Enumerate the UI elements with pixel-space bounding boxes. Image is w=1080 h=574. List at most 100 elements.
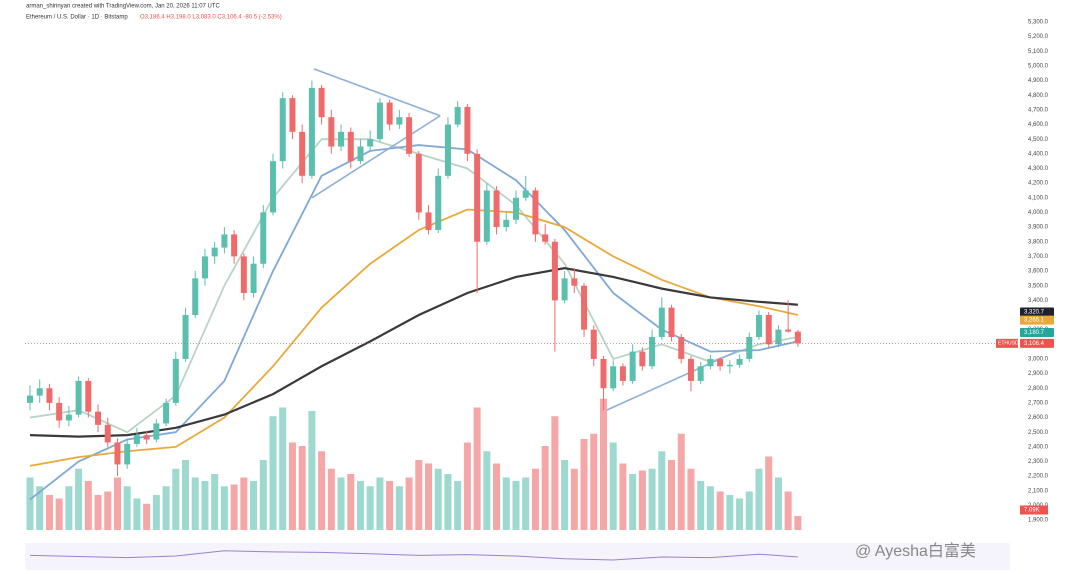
candle-body <box>717 358 724 367</box>
volume-bar <box>395 486 403 530</box>
candle-body <box>114 442 121 465</box>
candle-body <box>192 278 199 315</box>
y-tick-label: 2,100.0 <box>1028 488 1049 494</box>
y-tick-label: 3,800.0 <box>1028 239 1049 245</box>
volume-bar <box>755 468 763 530</box>
volume-bar <box>619 463 627 530</box>
ohlc-line: O3,186.4 H3,198.0 L3,083.0 C3,106.4 -80.… <box>140 15 282 21</box>
volume-bar <box>531 468 539 530</box>
y-tick-label: 4,800.0 <box>1028 93 1049 99</box>
candle-body <box>756 314 762 337</box>
candle-body <box>104 424 111 443</box>
candle-body <box>46 388 53 403</box>
candle-body <box>687 358 694 381</box>
candle-body <box>503 219 510 228</box>
candle-body <box>231 234 238 257</box>
y-tick-label: 5,000.0 <box>1028 64 1049 70</box>
symbol-tag <box>996 338 1018 348</box>
volume-bar <box>376 477 384 530</box>
y-tick-label: 3,900.0 <box>1028 225 1049 231</box>
volume-bar <box>308 411 316 530</box>
volume-bar <box>599 398 607 530</box>
volume-bar <box>230 484 238 530</box>
candle-body <box>561 278 568 301</box>
volume-tag-label: 7.09K <box>1024 508 1040 514</box>
candle-body <box>172 358 179 403</box>
volume-bar <box>493 463 501 530</box>
volume-bar <box>415 460 423 530</box>
candle-body <box>435 175 442 231</box>
volume-bar <box>512 481 520 530</box>
moving-average <box>29 266 798 438</box>
candle-body <box>299 131 306 176</box>
candle-body <box>619 366 626 381</box>
volume-bar <box>65 486 73 530</box>
candle-body <box>221 234 228 248</box>
volume-bar <box>551 416 559 530</box>
candle-body <box>483 190 490 242</box>
volume-bar <box>75 468 83 530</box>
volume-bar <box>36 486 44 530</box>
volume-bar <box>191 477 199 530</box>
volume-bar <box>366 486 374 530</box>
volume-bar <box>386 481 394 530</box>
candle-body <box>36 388 43 396</box>
volume-bar <box>502 477 510 530</box>
y-tick-label: 3,400.0 <box>1028 298 1049 304</box>
y-tick-label: 4,600.0 <box>1028 122 1049 128</box>
candle-body <box>639 351 646 367</box>
volume-bar <box>55 498 63 530</box>
volume-bar <box>745 491 753 530</box>
volume-bar <box>133 498 141 530</box>
volume-bar <box>784 491 792 530</box>
candle-body <box>697 366 704 381</box>
price-tag <box>1020 338 1054 348</box>
volume-bar <box>774 477 782 530</box>
volume-bar <box>220 486 228 530</box>
volume-bar <box>609 442 617 530</box>
volume-bar <box>318 451 326 530</box>
candle-body <box>65 414 72 421</box>
candle-body <box>668 307 675 337</box>
candle-body <box>153 423 160 440</box>
y-tick-label: 3,000.0 <box>1028 357 1049 363</box>
y-tick-label: 2,600.0 <box>1028 415 1049 421</box>
candle-body <box>590 329 597 359</box>
candle-body <box>629 351 636 381</box>
candle-body <box>27 395 33 403</box>
volume-bar <box>104 491 112 530</box>
volume-bar <box>726 495 734 530</box>
candle-body <box>357 146 364 162</box>
candle-body <box>143 435 150 440</box>
y-tick-label: 5,200.0 <box>1028 34 1049 40</box>
candle-body <box>289 98 296 132</box>
volume-bar <box>327 468 335 530</box>
candle-body <box>240 256 247 294</box>
volume-bar <box>337 477 345 530</box>
y-tick-label: 3,600.0 <box>1028 269 1049 275</box>
volume-bar <box>250 481 258 530</box>
price-tag <box>1020 307 1054 317</box>
candle-body <box>56 402 63 421</box>
candle-body <box>785 329 792 332</box>
candle-body <box>75 380 82 415</box>
candle-body <box>474 153 481 242</box>
volume-bar <box>26 477 34 530</box>
y-tick-label: 4,100.0 <box>1028 195 1049 201</box>
volume-bar <box>561 460 569 530</box>
volume-bar <box>211 474 219 530</box>
volume-bar <box>697 481 705 530</box>
candle-body <box>250 263 257 294</box>
y-tick-label: 5,100.0 <box>1028 49 1049 55</box>
trendline <box>313 68 441 117</box>
candle-body <box>201 256 208 279</box>
volume-bar <box>94 495 102 530</box>
candle-body <box>444 124 451 176</box>
candle-body <box>425 212 432 231</box>
candle-body <box>260 212 267 264</box>
price-tag <box>1020 327 1054 337</box>
volume-bar <box>541 446 549 530</box>
volume-bar <box>425 463 433 530</box>
y-tick-label: 4,700.0 <box>1028 107 1049 113</box>
